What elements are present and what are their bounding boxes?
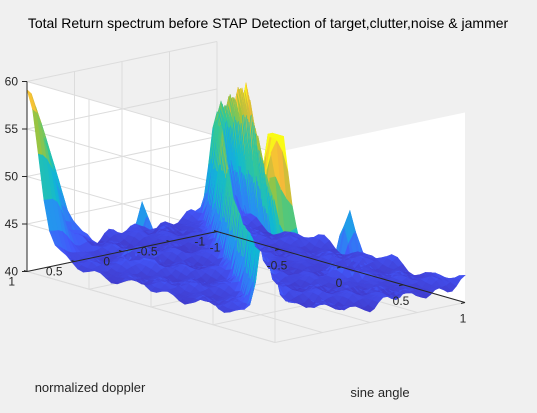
x-tick-label: -1 xyxy=(210,241,221,255)
grid-line xyxy=(26,41,218,82)
x-tick-label: -0.5 xyxy=(267,258,288,272)
z-tick-label: 50 xyxy=(5,170,19,184)
y-tick-mark xyxy=(118,250,123,252)
y-tick-label: 0.5 xyxy=(46,265,63,279)
x-tick-label: 0.5 xyxy=(393,294,410,308)
x-tick-mark xyxy=(274,248,280,251)
x-axis-label: sine angle xyxy=(350,385,409,400)
x-tick-mark xyxy=(336,266,342,269)
x-tick-mark xyxy=(460,302,466,304)
surface-patch xyxy=(454,274,466,280)
y-tick-label: -0.5 xyxy=(137,245,158,259)
y-tick-label: 0 xyxy=(103,255,110,269)
y-tick-mark xyxy=(213,230,218,232)
y-tick-label: -1 xyxy=(194,235,205,249)
y-axis-label: normalized doppler xyxy=(35,380,146,395)
y-tick-mark xyxy=(166,240,170,242)
x-tick-label: 0 xyxy=(336,276,343,290)
y-tick-mark xyxy=(71,260,75,262)
z-tick-label: 45 xyxy=(5,217,19,231)
grid-line xyxy=(26,271,276,343)
y-tick-label: 1 xyxy=(8,275,15,289)
chart-title: Total Return spectrum before STAP Detect… xyxy=(28,15,509,31)
x-tick-label: 1 xyxy=(460,312,467,326)
grid-line xyxy=(274,302,466,343)
z-tick-label: 60 xyxy=(5,75,19,89)
z-tick-label: 40 xyxy=(5,265,19,279)
x-tick-mark xyxy=(398,284,404,287)
z-tick-label: 55 xyxy=(5,122,19,136)
surface-mesh xyxy=(26,82,466,313)
